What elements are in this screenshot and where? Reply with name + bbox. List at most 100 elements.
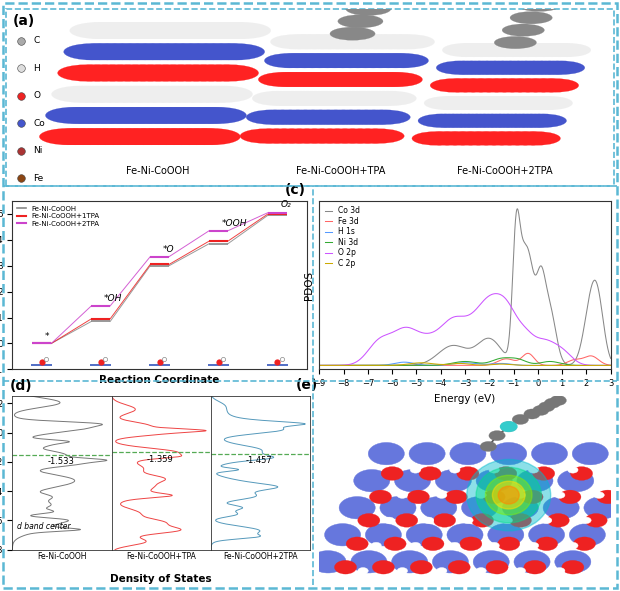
Text: Ni: Ni <box>33 146 43 155</box>
Circle shape <box>528 543 539 549</box>
Circle shape <box>170 44 227 60</box>
Circle shape <box>384 517 394 524</box>
Circle shape <box>412 132 459 145</box>
Circle shape <box>493 79 539 92</box>
Circle shape <box>327 72 377 87</box>
Circle shape <box>283 91 333 106</box>
H 1s <box>485 361 493 368</box>
Circle shape <box>512 414 528 424</box>
Circle shape <box>512 114 559 128</box>
Circle shape <box>135 86 192 102</box>
Fe 3d <box>334 362 341 369</box>
Circle shape <box>141 65 198 82</box>
Circle shape <box>338 15 383 28</box>
Circle shape <box>169 22 225 39</box>
Circle shape <box>299 110 350 125</box>
Ellipse shape <box>485 475 532 515</box>
Circle shape <box>567 467 578 473</box>
Circle shape <box>446 79 493 92</box>
Fe 3d <box>492 359 500 366</box>
Circle shape <box>459 132 506 145</box>
Ellipse shape <box>467 459 551 531</box>
Circle shape <box>301 129 351 144</box>
Circle shape <box>117 44 174 60</box>
Fe 3d <box>524 350 531 357</box>
Circle shape <box>538 402 555 412</box>
Circle shape <box>518 96 565 110</box>
Text: Co: Co <box>33 119 45 128</box>
X-axis label: Energy (eV): Energy (eV) <box>435 394 495 404</box>
Circle shape <box>146 22 202 39</box>
Circle shape <box>528 524 565 546</box>
Circle shape <box>516 79 563 92</box>
Circle shape <box>346 2 391 15</box>
C 2p <box>493 361 500 368</box>
Circle shape <box>496 114 543 128</box>
Circle shape <box>554 492 565 498</box>
Text: -1.533: -1.533 <box>47 457 74 466</box>
Circle shape <box>536 43 583 57</box>
Circle shape <box>280 53 330 68</box>
Circle shape <box>353 0 399 3</box>
Circle shape <box>180 86 237 102</box>
Circle shape <box>103 65 160 82</box>
Circle shape <box>500 421 517 431</box>
Circle shape <box>407 490 430 504</box>
H 1s <box>493 360 500 367</box>
Circle shape <box>380 496 416 519</box>
H 1s <box>401 359 408 366</box>
Circle shape <box>91 107 148 124</box>
C 2p <box>485 361 493 368</box>
Circle shape <box>321 91 371 106</box>
Circle shape <box>528 467 539 473</box>
Circle shape <box>455 96 502 110</box>
Circle shape <box>270 129 321 144</box>
Circle shape <box>206 22 263 39</box>
Ni 3d <box>316 362 323 369</box>
Circle shape <box>480 441 497 452</box>
Circle shape <box>313 91 363 106</box>
Circle shape <box>169 128 225 145</box>
C 2p <box>418 359 425 366</box>
Circle shape <box>574 537 596 551</box>
Circle shape <box>485 79 532 92</box>
C 2p <box>607 362 614 369</box>
Circle shape <box>422 537 444 551</box>
Circle shape <box>143 86 200 102</box>
Circle shape <box>447 524 483 546</box>
Text: -1.457: -1.457 <box>246 456 272 465</box>
Circle shape <box>524 409 540 419</box>
Circle shape <box>161 22 218 39</box>
Circle shape <box>430 79 477 92</box>
Circle shape <box>308 34 358 49</box>
Circle shape <box>172 65 228 82</box>
Circle shape <box>544 398 560 408</box>
H 1s <box>334 362 341 369</box>
Circle shape <box>476 492 486 498</box>
Circle shape <box>559 490 581 504</box>
Circle shape <box>316 129 366 144</box>
Circle shape <box>476 567 486 574</box>
Circle shape <box>360 110 410 125</box>
Circle shape <box>339 496 375 519</box>
Circle shape <box>433 514 456 527</box>
Circle shape <box>343 91 394 106</box>
Circle shape <box>264 53 314 68</box>
Circle shape <box>488 524 524 546</box>
Circle shape <box>357 72 407 87</box>
Circle shape <box>68 107 125 124</box>
Circle shape <box>500 79 547 92</box>
Fe 3d <box>501 355 508 362</box>
Circle shape <box>150 86 207 102</box>
Circle shape <box>84 107 140 124</box>
Circle shape <box>442 43 489 57</box>
Ni 3d <box>607 362 614 369</box>
Circle shape <box>353 469 390 492</box>
Circle shape <box>339 129 389 144</box>
Circle shape <box>95 65 153 82</box>
Text: Fe-Ni-CoOOH: Fe-Ni-CoOOH <box>126 165 190 176</box>
Circle shape <box>378 53 428 68</box>
Circle shape <box>495 467 517 480</box>
Circle shape <box>123 128 180 145</box>
Circle shape <box>53 107 110 124</box>
